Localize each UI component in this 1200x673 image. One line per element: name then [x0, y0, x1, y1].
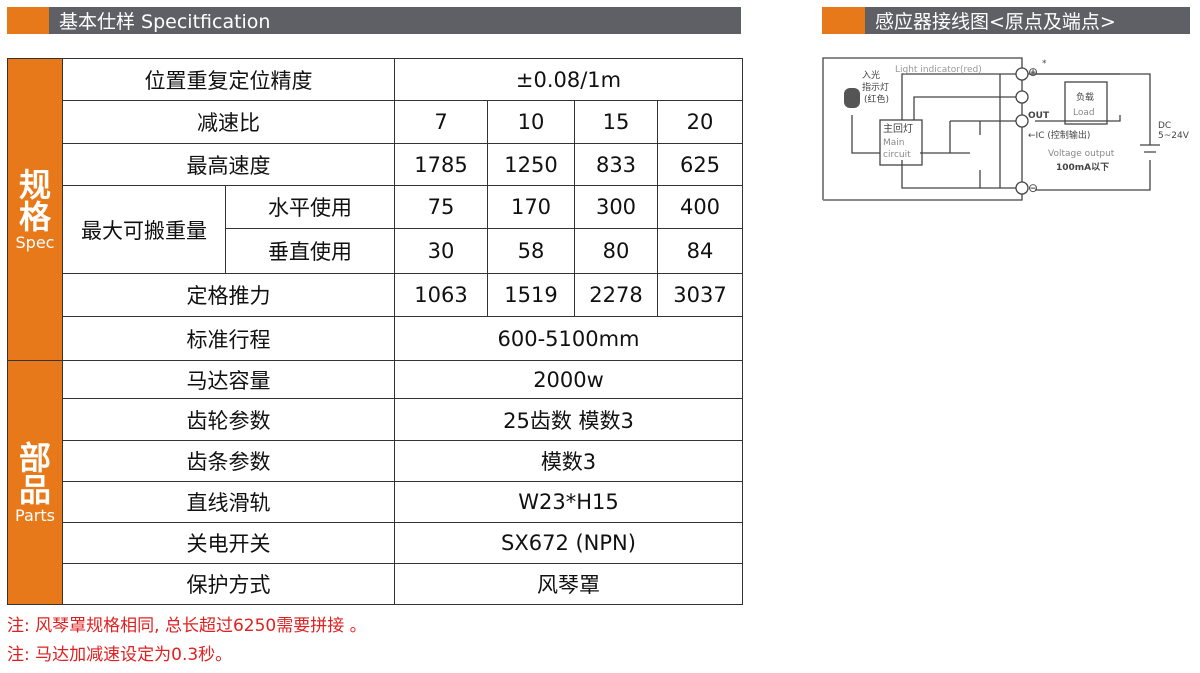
note-1: 注: 风琴罩规格相同, 总长超过6250需要拼接 。	[7, 616, 367, 636]
diagram-label: 入光	[862, 69, 880, 81]
minus-icon: ⊖	[1028, 181, 1038, 195]
row-label: 关电开关	[62, 522, 395, 564]
table-row: 标准行程 600-5100mm	[8, 316, 743, 361]
diagram-label: (红色)	[864, 93, 889, 105]
row-sublabel: 垂直使用	[225, 228, 395, 274]
cell-value: W23*H15	[394, 481, 743, 523]
cell-value: 25齿数 模数3	[394, 398, 743, 441]
row-sublabel: 水平使用	[225, 185, 395, 229]
table-row: 最高速度 1785 1250 833 625	[8, 143, 743, 186]
row-label: 减速比	[62, 100, 395, 144]
cell-value: 20	[657, 100, 743, 144]
diagram-label: 5~24V	[1158, 131, 1190, 141]
spec-header-title: 基本仕样 Specitfication	[59, 11, 271, 33]
cell-value: 15	[574, 100, 658, 144]
spec-category: 规格 Spec	[7, 58, 63, 361]
diagram-label: Main	[883, 138, 905, 148]
cell-value: ±0.08/1m	[394, 58, 743, 101]
cell-value: 3037	[657, 273, 743, 317]
diagram-label: Voltage output	[1048, 149, 1115, 159]
diagram-label: 主回灯	[883, 123, 913, 135]
cell-value: 170	[487, 185, 575, 229]
cell-value: 400	[657, 185, 743, 229]
cell-value: 625	[657, 143, 743, 186]
row-label: 马达容量	[62, 360, 395, 399]
row-label: 最高速度	[62, 143, 395, 186]
row-label: 直线滑轨	[62, 481, 395, 523]
cell-value: 模数3	[394, 440, 743, 482]
cell-value: 风琴罩	[394, 563, 743, 605]
wiring-header-title: 感应器接线图<原点及端点>	[875, 11, 1116, 33]
row-label: 标准行程	[62, 316, 395, 361]
row-label: 齿轮参数	[62, 398, 395, 441]
header-accent	[7, 7, 49, 34]
cell-value: 30	[394, 228, 488, 274]
cell-value: 1063	[394, 273, 488, 317]
header-accent	[822, 7, 865, 34]
cell-value: 300	[574, 185, 658, 229]
cell-value: 58	[487, 228, 575, 274]
cell-value: SX672 (NPN)	[394, 522, 743, 564]
table-row: 减速比 7 10 15 20	[8, 100, 743, 144]
cell-value: 833	[574, 143, 658, 186]
table-row: 齿轮参数 25齿数 模数3	[8, 398, 743, 441]
diagram-label: Load	[1073, 108, 1095, 118]
cell-value: 7	[394, 100, 488, 144]
note-2: 注: 马达加减速设定为0.3秒。	[7, 645, 233, 665]
table-row: 部品 Parts 马达容量 2000w	[7, 360, 743, 605]
diagram-label: 指示灯	[862, 81, 889, 93]
row-label: 最大可搬重量	[62, 185, 226, 274]
diagram-label: ←IC (控制输出)	[1028, 129, 1090, 141]
cell-value: 84	[657, 228, 743, 274]
spec-header: 基本仕样 Specitfication	[7, 7, 741, 34]
wiring-header: 感应器接线图<原点及端点>	[822, 7, 1190, 34]
row-label: 定格推力	[62, 273, 395, 317]
cell-value: 2278	[574, 273, 658, 317]
table-row: 关电开关 SX672 (NPN)	[8, 522, 743, 564]
table-row: 最大可搬重量 水平使用 75 170 300 400	[8, 185, 743, 274]
cell-value: 1785	[394, 143, 488, 186]
cell-value: 80	[574, 228, 658, 274]
diagram-label: DC	[1158, 121, 1171, 131]
cell-value: 600-5100mm	[394, 316, 743, 361]
parts-category: 部品 Parts	[7, 360, 63, 605]
table-row: 保护方式 风琴罩	[8, 563, 743, 605]
row-label: 位置重复定位精度	[62, 58, 395, 101]
cell-value: 75	[394, 185, 488, 229]
plus-icon: ⊕	[1028, 65, 1038, 79]
table-row: 直线滑轨 W23*H15	[8, 481, 743, 523]
spec-table: 规格 Spec 位置重复定位精度 ±0.08/1m 减速比 7 10 15 20 最高速…	[7, 58, 743, 605]
row-label: 齿条参数	[62, 440, 395, 482]
diagram-label: circuit	[883, 150, 911, 160]
diagram-label: *	[1042, 59, 1047, 69]
led-icon	[844, 88, 860, 108]
cell-value: 10	[487, 100, 575, 144]
diagram-label: 负载	[1076, 91, 1094, 103]
cell-value: 1250	[487, 143, 575, 186]
diagram-label: Light indicator(red)	[895, 65, 982, 75]
cell-value: 2000w	[394, 360, 743, 399]
table-row: 定格推力 1063 1519 2278 3037	[8, 273, 743, 317]
wiring-diagram: Light indicator(red) 入光 指示灯 (红色) 主回灯 Mai…	[822, 57, 1190, 201]
row-label: 保护方式	[62, 563, 395, 605]
table-row: 规格 Spec 位置重复定位精度 ±0.08/1m	[7, 58, 743, 361]
table-row: 齿条参数 模数3	[8, 440, 743, 482]
diagram-label: OUT	[1028, 111, 1050, 121]
diagram-label: 100mA以下	[1056, 162, 1109, 173]
cell-value: 1519	[487, 273, 575, 317]
